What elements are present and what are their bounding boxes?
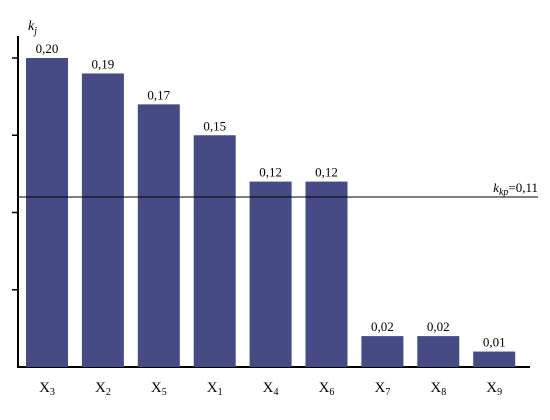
value-label-3: 0,17 [147, 87, 170, 102]
bar-1 [26, 58, 68, 367]
bar-7 [361, 336, 404, 367]
threshold: kkp=0,11 [18, 180, 538, 198]
y-axis-label: kj [28, 19, 37, 37]
value-label-1: 0,20 [36, 41, 59, 56]
bar-9 [473, 351, 516, 367]
category-label-2: X2 [95, 380, 111, 398]
bar-8 [417, 336, 460, 367]
category-label-5: X4 [263, 380, 279, 398]
value-label-2: 0,19 [92, 56, 115, 71]
y-ticks [12, 57, 18, 291]
value-label-6: 0,12 [315, 165, 338, 180]
value-label-8: 0,02 [427, 319, 450, 334]
value-label-9: 0,01 [483, 335, 506, 350]
bar-6 [305, 181, 348, 367]
threshold-label: kkp=0,11 [493, 180, 538, 198]
bar-2 [81, 73, 124, 367]
category-label-3: X5 [151, 380, 167, 398]
category-label-1: X3 [39, 380, 55, 398]
bar-4 [193, 135, 236, 367]
category-label-8: X8 [430, 380, 446, 398]
category-label-4: X1 [207, 380, 223, 398]
bars: 0,20 X3 0,19 X2 0,17 X5 0,15 X1 0,12 X4 0,12 X6 0,02… [26, 41, 516, 398]
category-label-9: X9 [486, 380, 502, 398]
bar-3 [137, 104, 180, 367]
category-label-6: X6 [319, 380, 335, 398]
value-label-4: 0,15 [203, 118, 226, 133]
category-label-7: X7 [374, 380, 390, 398]
value-label-7: 0,02 [371, 319, 394, 334]
value-label-5: 0,12 [259, 165, 282, 180]
bar-5 [249, 181, 292, 367]
